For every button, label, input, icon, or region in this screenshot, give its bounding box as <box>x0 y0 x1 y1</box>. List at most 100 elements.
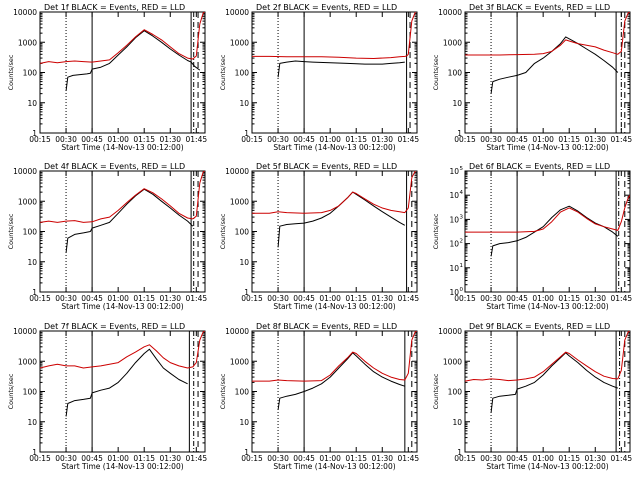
y-axis-label: Counts/sec <box>432 213 440 249</box>
x-tick-label: 00:30 <box>267 454 289 463</box>
x-tick-label: 01:00 <box>532 294 554 303</box>
x-tick-label: 00:30 <box>55 135 77 144</box>
x-tick-label: 00:30 <box>480 135 502 144</box>
y-tick-label: 10000 <box>13 327 37 336</box>
plot-frame <box>464 11 631 134</box>
y-tick-label: 10 <box>239 418 249 427</box>
panel-title: Det 4f BLACK = Events, RED = LLD <box>44 162 185 171</box>
panel-title: Det 1f BLACK = Events, RED = LLD <box>44 3 185 12</box>
x-tick-label: 01:15 <box>133 135 155 144</box>
y-tick-label: 1 <box>244 288 249 297</box>
x-axis-label: Start Time (14-Nov-13 00:12:00) <box>61 302 183 311</box>
x-tick-label: 00:30 <box>480 294 502 303</box>
events-series-line <box>277 191 406 248</box>
x-tick-label: 01:15 <box>345 454 367 463</box>
x-tick-label: 01:15 <box>345 135 367 144</box>
y-tick-label: 1 <box>32 129 37 138</box>
x-tick-label: 01:15 <box>558 454 580 463</box>
y-tick-label: 10 <box>239 99 249 108</box>
y-tick-label: 100 <box>23 388 38 397</box>
x-tick-label: 00:15 <box>454 135 476 144</box>
x-tick-label: 01:00 <box>319 454 341 463</box>
x-tick-label: 01:00 <box>107 294 129 303</box>
y-tick-label: 10000 <box>225 167 249 176</box>
y-tick-label: 10 <box>27 258 37 267</box>
lld-series-line <box>40 331 205 369</box>
x-tick-label: 00:45 <box>81 294 103 303</box>
y-tick-label: 10000 <box>438 327 462 336</box>
events-series-line <box>490 205 619 257</box>
x-axis-label: Start Time (14-Nov-13 00:12:00) <box>273 143 395 152</box>
x-tick-label: 01:45 <box>398 454 420 463</box>
x-tick-label: 01:45 <box>611 294 633 303</box>
x-tick-label: 00:45 <box>293 454 315 463</box>
detector-panel: Det 9f BLACK = Events, RED = LLD 1 10 100 10… <box>432 322 632 471</box>
plot-frame <box>251 11 418 134</box>
x-tick-label: 01:30 <box>584 135 606 144</box>
y-tick-label: 1000 <box>230 38 249 47</box>
x-tick-label: 00:15 <box>29 454 51 463</box>
x-tick-label: 00:45 <box>293 294 315 303</box>
plot-frame <box>464 330 631 453</box>
panel-title: Det 3f BLACK = Events, RED = LLD <box>469 3 610 12</box>
lld-series-line <box>252 171 417 214</box>
y-tick-label: 10 <box>449 191 459 200</box>
y-tick-label: 100 <box>235 228 250 237</box>
x-axis-label: Start Time (14-Nov-13 00:12:00) <box>486 302 608 311</box>
x-tick-label: 00:45 <box>506 454 528 463</box>
panel-title: Det 2f BLACK = Events, RED = LLD <box>256 3 397 12</box>
y-axis-label: Counts/sec <box>219 373 227 409</box>
panel-title: Det 5f BLACK = Events, RED = LLD <box>256 162 397 171</box>
detector-panel: Det 4f BLACK = Events, RED = LLD 1 10 100 10… <box>7 162 208 311</box>
panel-title: Det 9f BLACK = Events, RED = LLD <box>469 322 610 331</box>
y-tick-label: 10 <box>449 264 459 273</box>
plot-frame <box>39 11 206 134</box>
y-tick-label: 10000 <box>438 8 462 17</box>
y-tick-label: 100 <box>235 69 250 78</box>
plot-frame <box>251 170 418 293</box>
y-tick-label: 10 <box>449 167 459 176</box>
y-tick-label: 10 <box>449 215 459 224</box>
y-tick-exponent: 2 <box>460 239 464 245</box>
x-tick-label: 01:30 <box>371 135 393 144</box>
y-tick-exponent: 3 <box>460 214 464 220</box>
x-tick-label: 01:45 <box>186 294 208 303</box>
y-tick-label: 1000 <box>443 357 462 366</box>
y-tick-label: 1000 <box>443 38 462 47</box>
x-tick-label: 01:15 <box>133 454 155 463</box>
lld-series-line <box>465 331 630 382</box>
detector-panel: Det 1f BLACK = Events, RED = LLD 1 10 100 10… <box>7 3 207 152</box>
x-tick-label: 01:30 <box>584 294 606 303</box>
detector-panel: Det 5f BLACK = Events, RED = LLD 1 10 100 10… <box>219 162 419 311</box>
x-tick-label: 00:15 <box>454 454 476 463</box>
y-tick-label: 1 <box>244 129 249 138</box>
x-tick-label: 01:15 <box>558 135 580 144</box>
lld-series-line <box>40 12 205 64</box>
x-tick-label: 00:15 <box>241 135 263 144</box>
lld-series-line <box>465 12 630 56</box>
x-tick-label: 01:15 <box>133 294 155 303</box>
events-series-line <box>65 30 201 91</box>
x-tick-label: 00:45 <box>506 135 528 144</box>
y-axis-label: Counts/sec <box>7 54 15 90</box>
events-series-line <box>65 188 194 253</box>
lld-series-line <box>252 331 417 382</box>
plot-frame <box>464 170 631 293</box>
detector-panel: Det 7f BLACK = Events, RED = LLD 1 10 100 10… <box>7 322 207 471</box>
x-tick-label: 00:30 <box>267 294 289 303</box>
x-axis-label: Start Time (14-Nov-13 00:12:00) <box>61 462 183 471</box>
y-tick-exponent: 0 <box>460 287 464 293</box>
y-tick-label: 10000 <box>225 327 249 336</box>
x-tick-label: 01:00 <box>319 135 341 144</box>
x-tick-label: 01:45 <box>398 135 420 144</box>
x-tick-label: 00:30 <box>480 454 502 463</box>
x-axis-label: Start Time (14-Nov-13 00:12:00) <box>273 302 395 311</box>
detector-panel: Det 8f BLACK = Events, RED = LLD 1 10 100 10… <box>219 322 420 471</box>
y-axis-label: Counts/sec <box>7 373 15 409</box>
events-series-line <box>490 36 619 94</box>
x-tick-label: 01:00 <box>107 135 129 144</box>
x-tick-label: 01:30 <box>159 135 181 144</box>
y-tick-label: 10 <box>449 288 459 297</box>
